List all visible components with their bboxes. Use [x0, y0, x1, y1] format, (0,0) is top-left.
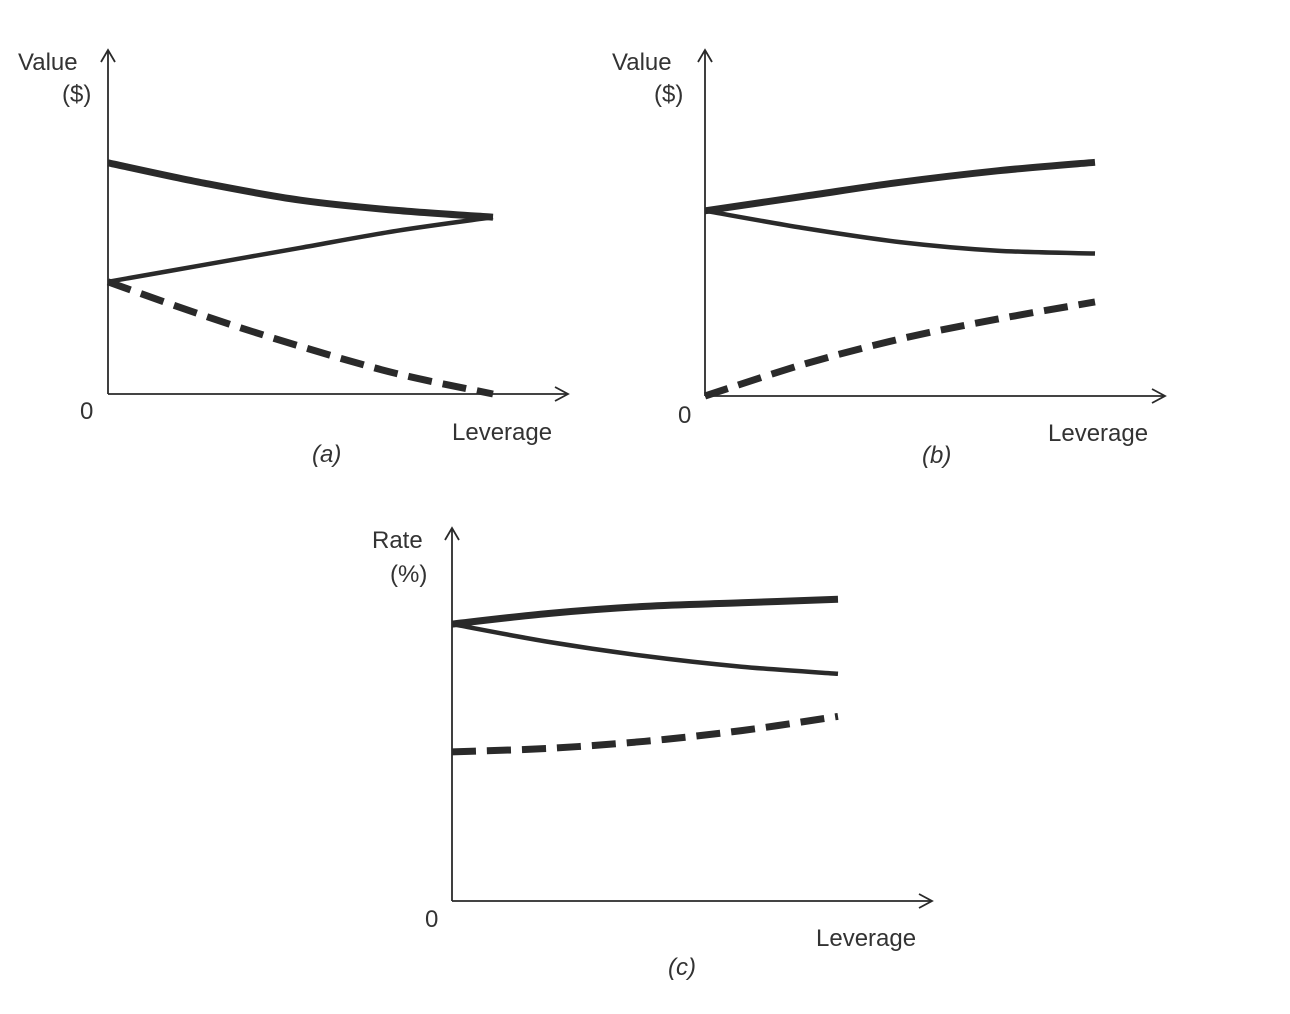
- panel-c-plot: [444, 526, 934, 909]
- panel-b: Value ($) 0 Leverage (b): [612, 48, 1167, 469]
- panel-b-origin-label: 0: [678, 402, 691, 429]
- panel-c: Rate (%) 0 Leverage (c): [372, 526, 934, 981]
- panel-a-ylabel-line2: ($): [62, 81, 91, 108]
- panel-c-series-thick-solid-line: [451, 595, 839, 628]
- panel-a: Value ($) 0 Leverage (a): [18, 48, 570, 468]
- panel-a-series-thin-solid-line: [107, 214, 494, 285]
- panel-c-ylabel-line1: Rate: [372, 527, 423, 554]
- panel-c-series-dashed-line: [451, 712, 839, 756]
- panel-a-series-thick-solid-line: [107, 159, 494, 221]
- panel-a-x-arrowhead: [554, 386, 570, 402]
- panel-b-ylabel-line1: Value: [612, 49, 672, 76]
- panel-b-x-arrowhead: [1151, 388, 1167, 404]
- panel-a-series-dashed-line: [106, 278, 494, 398]
- panel-b-series-thin-solid-line: [704, 208, 1096, 256]
- panel-c-ylabel-line2: (%): [390, 561, 427, 588]
- panel-c-xlabel: Leverage: [816, 925, 916, 952]
- panel-b-plot: [697, 48, 1167, 404]
- panel-a-caption: (a): [312, 441, 341, 468]
- panel-c-x-arrowhead: [918, 893, 934, 909]
- panel-b-series-dashed-line: [703, 298, 1096, 400]
- panel-a-ylabel-line1: Value: [18, 49, 78, 76]
- panel-c-origin-label: 0: [425, 906, 438, 933]
- panel-b-caption: (b): [922, 442, 951, 469]
- panel-b-ylabel-line2: ($): [654, 81, 683, 108]
- panel-c-caption: (c): [668, 954, 696, 981]
- panel-c-y-arrowhead: [444, 526, 460, 541]
- panel-b-y-arrowhead: [697, 48, 713, 63]
- panel-a-plot: [100, 48, 570, 402]
- panel-a-y-arrowhead: [100, 48, 116, 63]
- panel-a-xlabel: Leverage: [452, 419, 552, 446]
- panel-c-series-thin-solid-line: [451, 621, 839, 677]
- panel-b-xlabel: Leverage: [1048, 420, 1148, 447]
- panel-a-origin-label: 0: [80, 398, 93, 425]
- panel-b-series-thick-solid-line: [704, 158, 1096, 215]
